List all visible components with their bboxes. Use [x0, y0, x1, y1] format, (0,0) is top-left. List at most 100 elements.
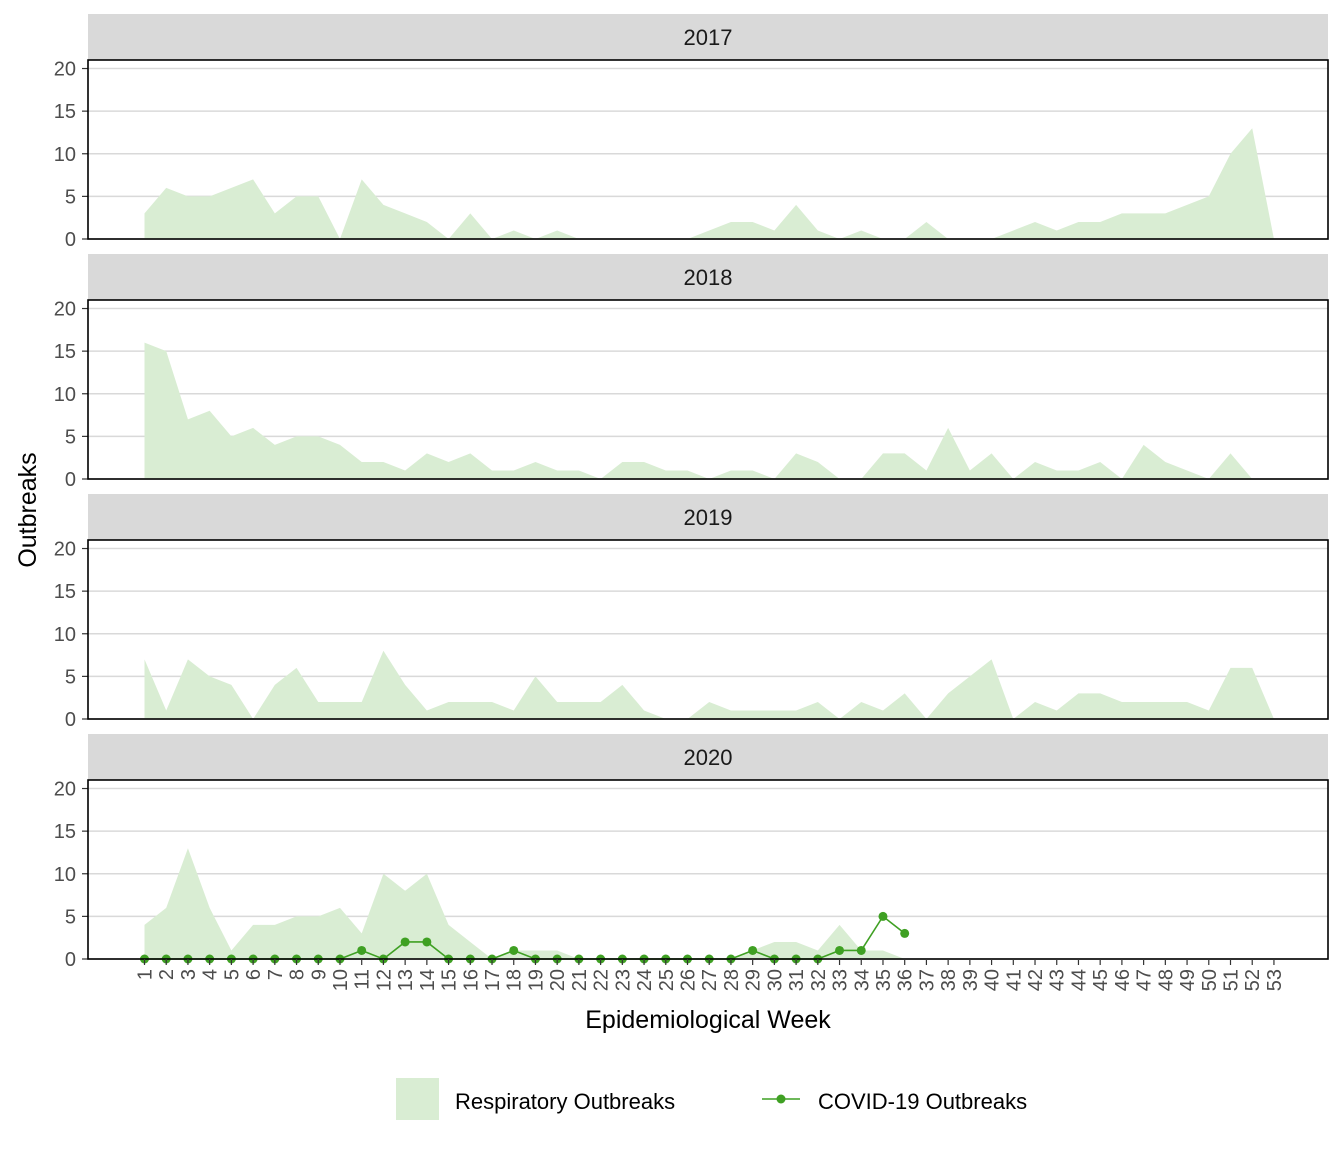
x-tick-label: 28	[721, 969, 743, 991]
y-axis-title: Outbreaks	[14, 452, 42, 567]
x-tick-label: 2	[156, 969, 178, 980]
x-tick-label: 1	[135, 969, 157, 980]
facet-strip	[88, 14, 1328, 60]
facet-panel-2020: 2020 0 5 10 15 20	[54, 734, 1329, 971]
x-tick-label: 6	[243, 969, 265, 980]
x-tick-label: 24	[634, 969, 656, 991]
x-tick-label: 51	[1221, 969, 1243, 991]
x-tick-label: 25	[656, 969, 678, 991]
x-tick-label: 3	[178, 969, 200, 980]
y-tick-label: 10	[54, 864, 76, 886]
y-tick-label: 15	[54, 341, 76, 363]
facet-panels: 2017051015202018051015202019051015202020…	[54, 14, 1329, 971]
y-tick-label: 20	[54, 779, 76, 801]
x-tick-label: 29	[743, 969, 765, 991]
panel-border	[87, 59, 1329, 240]
x-tick-label: 37	[916, 969, 938, 991]
respiratory-area	[144, 128, 1274, 239]
facet-strip-label: 2017	[684, 25, 733, 50]
legend-swatch-respiratory	[396, 1078, 439, 1120]
x-tick-label: 26	[678, 969, 700, 991]
x-tick-label: 46	[1112, 969, 1134, 991]
x-tick-label: 39	[960, 969, 982, 991]
respiratory-area	[144, 848, 905, 959]
y-tick-label: 15	[54, 101, 76, 123]
y-tick-label: 5	[65, 906, 76, 928]
x-tick-label: 42	[1025, 969, 1047, 991]
y-tick-label: 20	[54, 539, 76, 561]
y-tick-label: 15	[54, 821, 76, 843]
x-tick-label: 35	[873, 969, 895, 991]
x-tick-label: 53	[1264, 969, 1286, 991]
x-tick-label: 17	[482, 969, 504, 991]
covid-point	[835, 945, 845, 955]
x-axis: 1 2 3 4 5 6 7 8 9 10 11 12 13 14 15 16 17 18 19 20 21 22 23 24 2…	[135, 959, 1286, 991]
y-tick-label: 5	[65, 666, 76, 688]
x-tick-label: 23	[612, 969, 634, 991]
x-tick-label: 48	[1155, 969, 1177, 991]
x-tick-label: 32	[808, 969, 830, 991]
x-tick-label: 14	[417, 969, 439, 991]
covid-point	[900, 928, 910, 938]
legend-label-covid: COVID-19 Outbreaks	[818, 1089, 1027, 1114]
y-tick-label: 15	[54, 581, 76, 603]
facet-strip	[88, 734, 1328, 780]
x-tick-label: 31	[786, 969, 808, 991]
x-tick-label: 5	[221, 969, 243, 980]
x-tick-label: 11	[352, 969, 374, 990]
x-tick-label: 10	[330, 969, 352, 991]
x-tick-label: 33	[830, 969, 852, 991]
facet-strip-label: 2019	[684, 505, 733, 530]
respiratory-area	[144, 650, 1274, 719]
covid-point	[422, 937, 432, 947]
x-tick-label: 50	[1199, 969, 1221, 991]
respiratory-area	[144, 342, 1274, 479]
x-tick-label: 4	[200, 969, 222, 980]
x-tick-label: 18	[504, 969, 526, 991]
x-tick-label: 43	[1047, 969, 1069, 991]
x-axis-title: Epidemiological Week	[585, 1006, 831, 1034]
x-tick-label: 19	[525, 969, 547, 991]
y-tick-label: 5	[65, 426, 76, 448]
x-tick-label: 41	[1003, 969, 1025, 991]
covid-point	[509, 945, 519, 955]
covid-point	[748, 945, 758, 955]
x-tick-label: 44	[1068, 969, 1090, 991]
panel-border	[87, 539, 1329, 720]
y-tick-label: 0	[65, 949, 76, 971]
x-tick-label: 13	[395, 969, 417, 991]
x-tick-label: 16	[460, 969, 482, 991]
covid-point	[856, 945, 866, 955]
y-tick-label: 5	[65, 186, 76, 208]
y-tick-label: 0	[65, 709, 76, 731]
facet-panel-2017: 2017 0 5 10 15 20	[54, 14, 1329, 251]
x-tick-label: 49	[1177, 969, 1199, 991]
x-tick-label: 20	[547, 969, 569, 991]
x-tick-label: 45	[1090, 969, 1112, 991]
x-tick-label: 34	[851, 969, 873, 991]
x-tick-label: 7	[265, 969, 287, 980]
x-tick-label: 47	[1134, 969, 1156, 991]
x-tick-label: 22	[591, 969, 613, 991]
x-tick-label: 9	[308, 969, 330, 980]
x-tick-label: 27	[699, 969, 721, 991]
y-tick-label: 0	[65, 229, 76, 251]
legend-label-respiratory: Respiratory Outbreaks	[455, 1089, 675, 1114]
panel-border	[87, 299, 1329, 480]
x-tick-label: 15	[439, 969, 461, 991]
x-tick-label: 12	[373, 969, 395, 991]
covid-point	[357, 945, 367, 955]
y-tick-label: 10	[54, 384, 76, 406]
facet-strip-label: 2020	[684, 745, 733, 770]
x-tick-label: 52	[1242, 969, 1264, 991]
panel-border	[87, 779, 1329, 960]
y-tick-label: 20	[54, 299, 76, 321]
facet-strip	[88, 254, 1328, 300]
covid-point	[400, 937, 410, 947]
covid-point	[878, 911, 888, 921]
x-tick-label: 38	[938, 969, 960, 991]
legend-swatch-covid-point	[776, 1094, 786, 1104]
y-tick-label: 10	[54, 144, 76, 166]
facet-panel-2018: 2018 0 5 10 15 20	[54, 254, 1329, 491]
